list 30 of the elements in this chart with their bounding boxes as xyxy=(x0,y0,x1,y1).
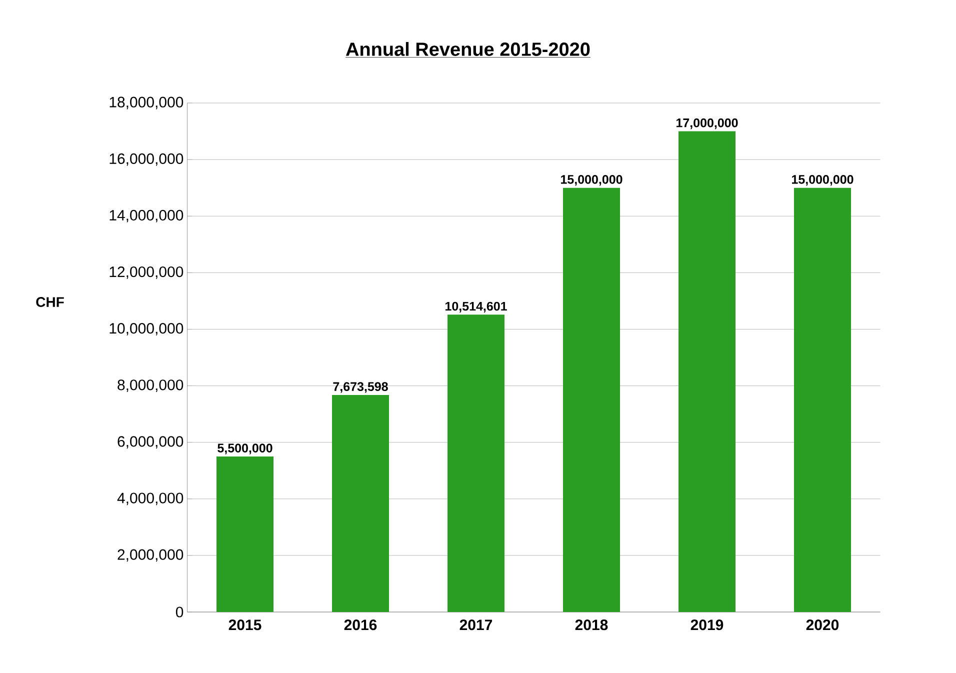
x-tick-label: 2019 xyxy=(690,620,724,630)
x-tick-label: 2015 xyxy=(228,620,262,630)
y-tick-label: 14,000,000 xyxy=(110,210,184,222)
y-tick-label: 12,000,000 xyxy=(110,266,184,279)
y-axis-title: CHF xyxy=(36,297,64,307)
bar xyxy=(794,188,852,612)
y-tick-label: 0 xyxy=(176,606,184,618)
data-label: 10,514,601 xyxy=(446,302,507,312)
bar xyxy=(448,314,505,612)
x-tick-label: 2017 xyxy=(460,620,492,630)
bar xyxy=(216,456,274,612)
data-label: 17,000,000 xyxy=(676,118,738,130)
y-tick-label: 4,000,000 xyxy=(117,492,184,506)
y-tick-label: 16,000,000 xyxy=(110,153,184,166)
data-label: 7,673,598 xyxy=(333,382,388,393)
y-tick-label: 18,000,000 xyxy=(110,96,184,110)
y-tick-label: 8,000,000 xyxy=(118,380,184,392)
data-label: 15,000,000 xyxy=(792,174,854,186)
x-tick-label: 2018 xyxy=(575,620,608,630)
y-tick-label: 6,000,000 xyxy=(118,436,184,449)
data-label: 5,500,000 xyxy=(218,444,272,454)
bar xyxy=(678,131,736,612)
x-tick-label: 2020 xyxy=(806,620,839,630)
bar xyxy=(563,188,620,612)
data-label: 15,000,000 xyxy=(561,174,622,186)
chart-title: Annual Revenue 2015-2020 xyxy=(346,42,590,56)
y-tick-label: 10,000,000 xyxy=(110,323,184,336)
x-tick-label: 2016 xyxy=(344,620,377,630)
bar xyxy=(332,395,390,612)
y-tick-label: 2,000,000 xyxy=(118,549,184,562)
